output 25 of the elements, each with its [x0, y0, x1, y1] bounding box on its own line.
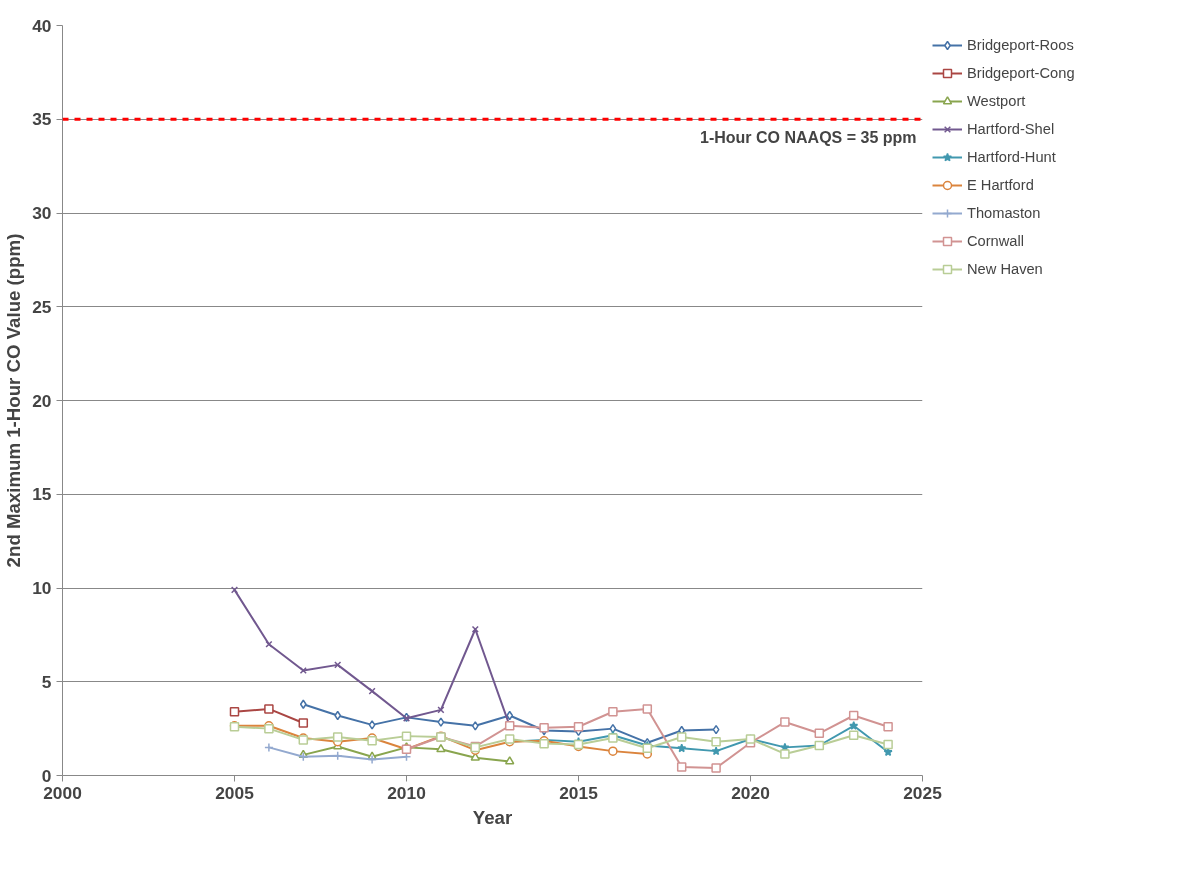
y-tick-label: 20 — [32, 390, 52, 411]
legend-label: Cornwall — [967, 233, 1025, 249]
y-tick-label: 25 — [32, 296, 52, 317]
legend-label: Hartford-Shel — [967, 121, 1055, 137]
x-axis-title: Year — [472, 806, 513, 828]
y-axis-title: 2nd Maximum 1-Hour CO Value (ppm) — [3, 233, 25, 568]
x-tick-label: 2025 — [903, 782, 943, 803]
ref-line-label: 1-Hour CO NAAQS = 35 ppm — [700, 129, 917, 147]
legend-label: Bridgeport-Roos — [967, 37, 1074, 53]
y-tick-label: 40 — [32, 15, 52, 36]
x-tick-label: 2005 — [215, 782, 255, 803]
legend-label: E Hartford — [967, 177, 1034, 193]
y-tick-label: 35 — [32, 109, 52, 130]
y-tick-label: 5 — [41, 671, 52, 692]
legend-label: New Haven — [967, 261, 1043, 277]
y-tick-label: 10 — [32, 578, 52, 598]
x-tick-label: 2010 — [387, 782, 426, 803]
legend-label: Thomaston — [967, 205, 1041, 221]
y-tick-label: 15 — [32, 484, 52, 505]
legend-label: Bridgeport-Cong — [967, 65, 1075, 81]
y-tick-label: 30 — [32, 203, 52, 223]
x-tick-label: 2020 — [731, 782, 770, 803]
legend-label: Hartford-Hunt — [967, 149, 1056, 165]
x-tick-label: 2015 — [559, 782, 599, 803]
legend-label: Westport — [967, 93, 1026, 109]
